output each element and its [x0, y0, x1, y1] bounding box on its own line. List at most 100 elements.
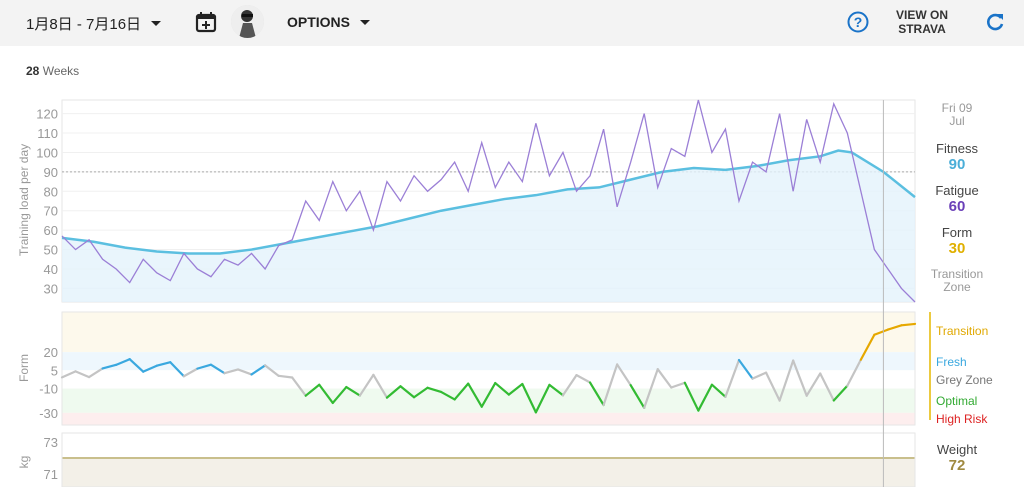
y-tick-label: 120: [36, 107, 58, 122]
y-tick-label: 110: [37, 126, 58, 141]
form-line-segment: [683, 381, 700, 412]
weight-label: Weight: [936, 442, 978, 457]
form-line-segment: [87, 367, 104, 379]
weight-value: 72: [948, 457, 966, 474]
form-zone: [62, 352, 915, 371]
chevron-down-icon: [151, 21, 162, 26]
form-line-segment: [710, 383, 727, 398]
form-line-segment: [440, 390, 456, 401]
y-tick-label: 73: [44, 435, 58, 450]
y-tick-label: 70: [44, 204, 58, 219]
form-axis-label: Form: [17, 354, 31, 382]
y-tick-label: 100: [36, 145, 58, 160]
form-line-segment: [372, 373, 389, 399]
form-line-segment: [223, 368, 240, 375]
form-line-segment: [467, 382, 483, 408]
view-label-2: STRAVA: [898, 22, 946, 36]
form-line-segment: [534, 383, 551, 414]
options-dropdown[interactable]: OPTIONS: [287, 14, 371, 30]
y-tick-label: -10: [39, 382, 58, 397]
form-zone: [62, 412, 915, 425]
fitness-label: Fitness: [936, 141, 978, 156]
form-zone: [62, 388, 915, 413]
form-line-segment: [358, 373, 375, 397]
form-line-segment: [304, 383, 321, 397]
form-line-segment: [250, 364, 267, 376]
y-tick-label: 80: [44, 184, 58, 199]
form-readout: Form 30: [917, 225, 997, 257]
refresh-button[interactable]: [984, 11, 1006, 33]
form-line-segment: [453, 382, 470, 401]
fatigue-label: Fatigue: [935, 183, 979, 198]
form-line-segment: [656, 368, 673, 389]
tooltip-date: Fri 09 Jul: [917, 102, 997, 128]
form-line-segment: [561, 374, 578, 397]
y-tick-label: 50: [44, 243, 58, 258]
form-line-segment: [670, 381, 686, 389]
options-label: OPTIONS: [287, 14, 351, 30]
form-line-segment: [480, 381, 497, 408]
form-line-segment: [115, 358, 131, 366]
form-line-segment: [602, 363, 619, 407]
date-range-dropdown[interactable]: 1月8日 - 7月16日: [26, 13, 162, 34]
fatigue-line: [61, 99, 916, 303]
fatigue-readout: Fatigue 60: [917, 183, 997, 215]
zone-line-2: Zone: [943, 280, 971, 294]
view-label-1: VIEW ON: [896, 8, 949, 22]
form-line-segment: [128, 358, 145, 373]
tooltip-date-day: Fri 09: [941, 101, 973, 115]
form-line-segment: [548, 383, 565, 397]
form-line-segment: [74, 370, 91, 379]
form-line-segment: [494, 381, 510, 396]
form-line-segment: [277, 374, 294, 379]
weight-area: [62, 458, 915, 487]
weight-panel: [61, 432, 916, 487]
y-tick-label: 71: [44, 467, 58, 482]
fitness-area: [62, 150, 915, 302]
y-axis-label: Training load per day: [17, 144, 31, 256]
form-line-segment: [616, 363, 632, 387]
help-button[interactable]: ?: [847, 11, 869, 33]
weight-axis-label: kg: [17, 456, 31, 469]
weeks-count: 28 Weeks: [26, 64, 79, 78]
form-line-segment: [385, 385, 402, 399]
form-line-segment: [263, 364, 280, 377]
form-line-segment: [588, 381, 605, 407]
form-line-segment: [846, 358, 862, 387]
y-tick-label: 20: [44, 345, 58, 360]
form-line-segment: [629, 384, 646, 409]
form-line-segment: [886, 324, 903, 331]
form-zone: [62, 370, 915, 389]
view-on-strava-button[interactable]: VIEW ON STRAVA: [896, 8, 948, 36]
form-line-segment: [764, 371, 781, 402]
form-line-segment: [873, 328, 890, 336]
y-tick-label: 60: [44, 223, 58, 238]
add-calendar-button[interactable]: [195, 11, 217, 33]
form-value: 30: [948, 240, 966, 257]
form-label: Form: [941, 225, 973, 240]
form-line-segment: [399, 385, 416, 399]
form-line-segment: [643, 368, 659, 409]
legend-fresh: Fresh: [936, 355, 967, 369]
legend-grey-zone: Grey Zone: [936, 373, 993, 387]
y-tick-label: 5: [51, 363, 58, 378]
y-tick-label: 90: [44, 165, 58, 180]
form-line-segment: [792, 359, 808, 397]
form-line-segment: [778, 359, 795, 402]
form-line-segment: [182, 367, 199, 378]
help-icon: ?: [847, 11, 869, 33]
form-line-segment: [101, 363, 118, 370]
form-line-segment: [737, 358, 754, 380]
weeks-label: Weeks: [42, 64, 80, 78]
tooltip-date-month: Jul: [949, 114, 965, 128]
fitness-value: 90: [948, 156, 966, 173]
form-line-segment: [697, 383, 714, 412]
form-line-segment: [331, 385, 348, 405]
legend-high-risk: High Risk: [936, 412, 988, 426]
form-line-segment: [751, 371, 768, 380]
avatar[interactable]: [231, 5, 264, 38]
form-line-segment: [521, 382, 537, 414]
form-line-segment: [60, 370, 77, 379]
legend-optimal: Optimal: [936, 394, 978, 408]
